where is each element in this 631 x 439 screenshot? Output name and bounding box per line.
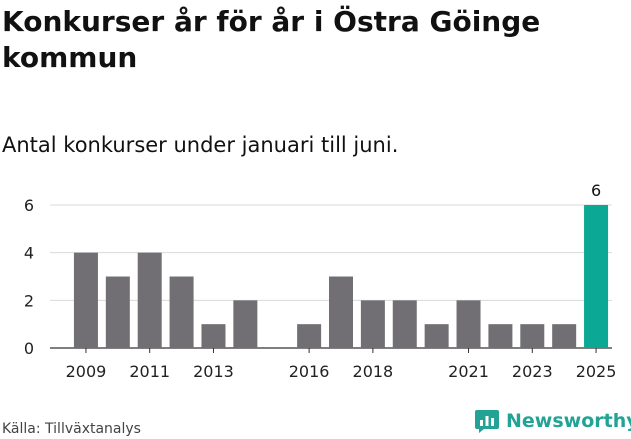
brand-logo: Newsworthy: [474, 406, 631, 436]
newsworthy-logo-icon: [475, 410, 499, 433]
source-note: Källa: Tillväxtanalys: [2, 421, 141, 437]
bar-2024: [552, 324, 577, 348]
x-tick-label-2009: 2009: [66, 362, 107, 381]
bar-2023: [520, 324, 545, 348]
bar-2018: [360, 300, 385, 348]
x-tick-label-2018: 2018: [353, 362, 394, 381]
bar-2013: [201, 324, 226, 348]
data-labels: 6: [591, 181, 601, 200]
bar-2019: [392, 300, 417, 348]
bar-2014: [233, 300, 258, 348]
bar-2020: [424, 324, 449, 348]
bar-2009: [73, 252, 98, 348]
bar-2010: [105, 276, 130, 348]
chart-title: Konkurser år för år i Östra Göinge kommu…: [2, 5, 541, 74]
chart-subtitle: Antal konkurser under januari till juni.: [2, 133, 399, 157]
bar-2021: [456, 300, 481, 348]
y-tick-label: 0: [24, 339, 34, 358]
bar-2022: [488, 324, 513, 348]
x-tick-label-2021: 2021: [448, 362, 489, 381]
bar-2012: [169, 276, 194, 348]
x-tick-label-2011: 2011: [129, 362, 170, 381]
brand-name: Newsworthy: [506, 410, 631, 432]
x-tick-label-2025: 2025: [576, 362, 617, 381]
bar-2025: [584, 205, 609, 348]
bar-2011: [137, 252, 162, 348]
data-label-2025: 6: [591, 181, 601, 200]
x-tick-labels: 2009 2011 2013 2016 2018 2021 2023 2025: [66, 348, 617, 381]
x-tick-label-2013: 2013: [193, 362, 234, 381]
x-tick-label-2016: 2016: [289, 362, 330, 381]
x-tick-label-2023: 2023: [512, 362, 553, 381]
bar-2017: [329, 276, 353, 348]
y-tick-label: 4: [24, 244, 34, 263]
bar-2016: [297, 324, 322, 348]
bars: [73, 205, 609, 348]
y-tick-label: 6: [24, 196, 34, 215]
y-tick-label: 2: [24, 291, 34, 310]
y-tick-labels: 0 2 4 6: [24, 196, 34, 358]
